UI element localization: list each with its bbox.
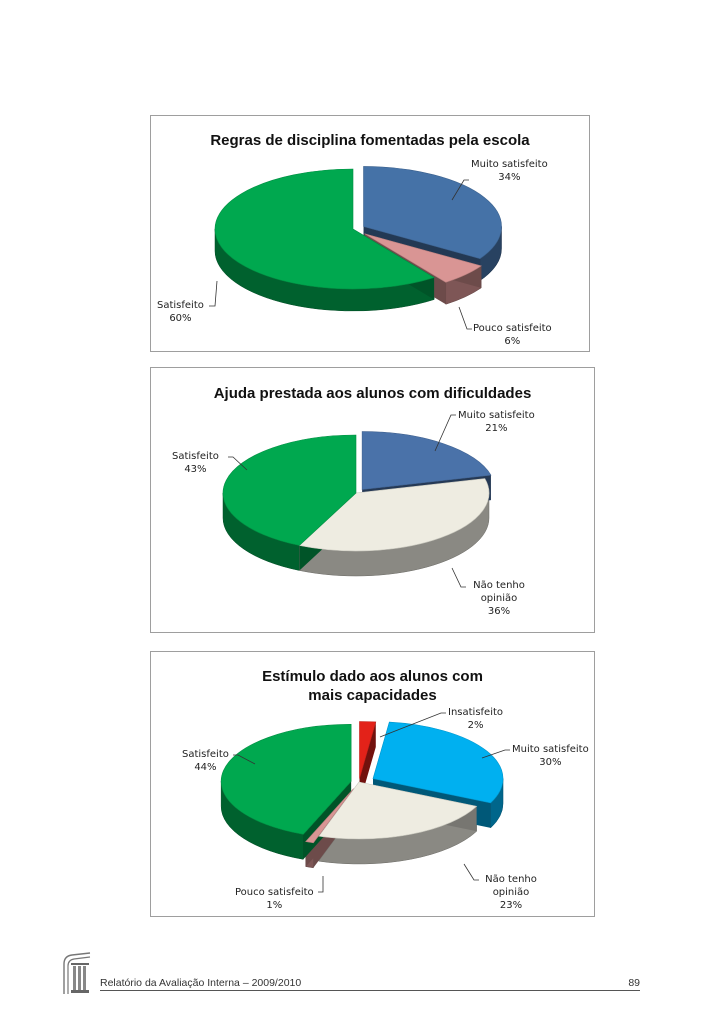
slice-label-name: Insatisfeito xyxy=(448,707,504,718)
slice-label-name: Pouco satisfeito xyxy=(235,887,314,898)
slice-label-value: 44% xyxy=(194,762,217,773)
chart-2-plot xyxy=(222,414,492,588)
slice-satisfeito xyxy=(222,434,357,546)
slice-label-name: Muito satisfeito xyxy=(458,410,535,421)
leader-line xyxy=(451,179,469,201)
slice-label-value: 30% xyxy=(539,757,562,768)
leader-line xyxy=(451,567,466,588)
slice-label-value: 43% xyxy=(184,464,207,475)
slice-label-satisfeito: Satisfeito 43% xyxy=(172,450,219,476)
slice-label-name: Pouco satisfeito xyxy=(473,323,552,334)
slice-label-value: 2% xyxy=(467,720,484,731)
footer-rule xyxy=(100,990,640,991)
chart-title: Regras de disciplina fomentadas pela esc… xyxy=(210,132,530,149)
slice-label-value: 6% xyxy=(504,336,521,347)
slice-label-muito-satisfeito: Muito satisfeito 34% xyxy=(471,158,548,184)
slice-muito-satisfeito xyxy=(363,166,502,259)
chart-3-plot xyxy=(220,712,510,893)
slice-insatisfeito xyxy=(359,721,377,779)
page-footer: Relatório da Avaliação Interna – 2009/20… xyxy=(60,950,660,996)
slice-nao-tenho-opiniao xyxy=(318,781,478,840)
leader-line xyxy=(228,456,248,471)
slice-label-satisfeito: Satisfeito 60% xyxy=(157,299,204,325)
slice-label-value: 34% xyxy=(498,172,521,183)
leader-line xyxy=(463,863,479,881)
slice-label-nao-tenho-opiniao: Não tenho opinião 36% xyxy=(469,579,529,618)
slice-label-value: 36% xyxy=(487,606,511,617)
slice-label-pouco-satisfeito: Pouco satisfeito 6% xyxy=(473,322,552,348)
slice-pouco-satisfeito xyxy=(305,788,354,844)
slice-label-name: Não tenho opinião xyxy=(473,580,525,604)
slice-label-muito-satisfeito: Muito satisfeito 30% xyxy=(512,743,589,769)
slice-label-value: 60% xyxy=(169,313,192,324)
chart-title: Estímulo dado aos alunos com mais capaci… xyxy=(262,668,483,704)
slice-satisfeito xyxy=(220,724,352,835)
chart-3: Estímulo dado aos alunos com mais capaci… xyxy=(150,651,595,917)
slice-label-name: Não tenho opinião xyxy=(485,874,537,898)
slice-label-value: 1% xyxy=(266,900,283,911)
slice-pouco-satisfeito xyxy=(364,233,482,283)
slice-label-insatisfeito: Insatisfeito 2% xyxy=(448,706,503,732)
slice-label-name: Satisfeito xyxy=(182,749,229,760)
leader-line xyxy=(233,754,256,765)
chart-1: Regras de disciplina fomentadas pela esc… xyxy=(150,115,590,352)
slice-label-value: 21% xyxy=(485,423,508,434)
chart-2: Ajuda prestada aos alunos com dificuldad… xyxy=(150,367,595,633)
slice-muito-satisfeito xyxy=(372,721,504,804)
leader-line xyxy=(318,876,324,893)
leader-line xyxy=(209,280,218,307)
slice-label-name: Muito satisfeito xyxy=(512,744,589,755)
slice-label-name: Muito satisfeito xyxy=(471,159,548,170)
slice-satisfeito xyxy=(214,168,435,290)
slice-label-satisfeito: Satisfeito 44% xyxy=(182,748,229,774)
slice-label-pouco-satisfeito: Pouco satisfeito 1% xyxy=(235,886,314,912)
leader-line xyxy=(458,306,472,330)
slice-muito-satisfeito xyxy=(361,431,492,490)
slice-label-name: Satisfeito xyxy=(172,451,219,462)
footer-text: Relatório da Avaliação Interna – 2009/20… xyxy=(100,977,302,989)
slice-label-value: 23% xyxy=(499,900,523,911)
slice-label-muito-satisfeito: Muito satisfeito 21% xyxy=(458,409,535,435)
school-logo-icon xyxy=(63,952,91,994)
slice-nao-tenho-opiniao xyxy=(298,478,490,552)
chart-title: Ajuda prestada aos alunos com dificuldad… xyxy=(213,385,532,402)
slice-label-name: Satisfeito xyxy=(157,300,204,311)
page-number: 89 xyxy=(628,977,640,989)
leader-line xyxy=(481,749,510,759)
chart-1-plot xyxy=(209,166,502,330)
leader-line xyxy=(434,414,456,452)
slice-label-nao-tenho-opiniao: Não tenho opinião 23% xyxy=(481,873,541,912)
leader-line xyxy=(379,712,446,738)
